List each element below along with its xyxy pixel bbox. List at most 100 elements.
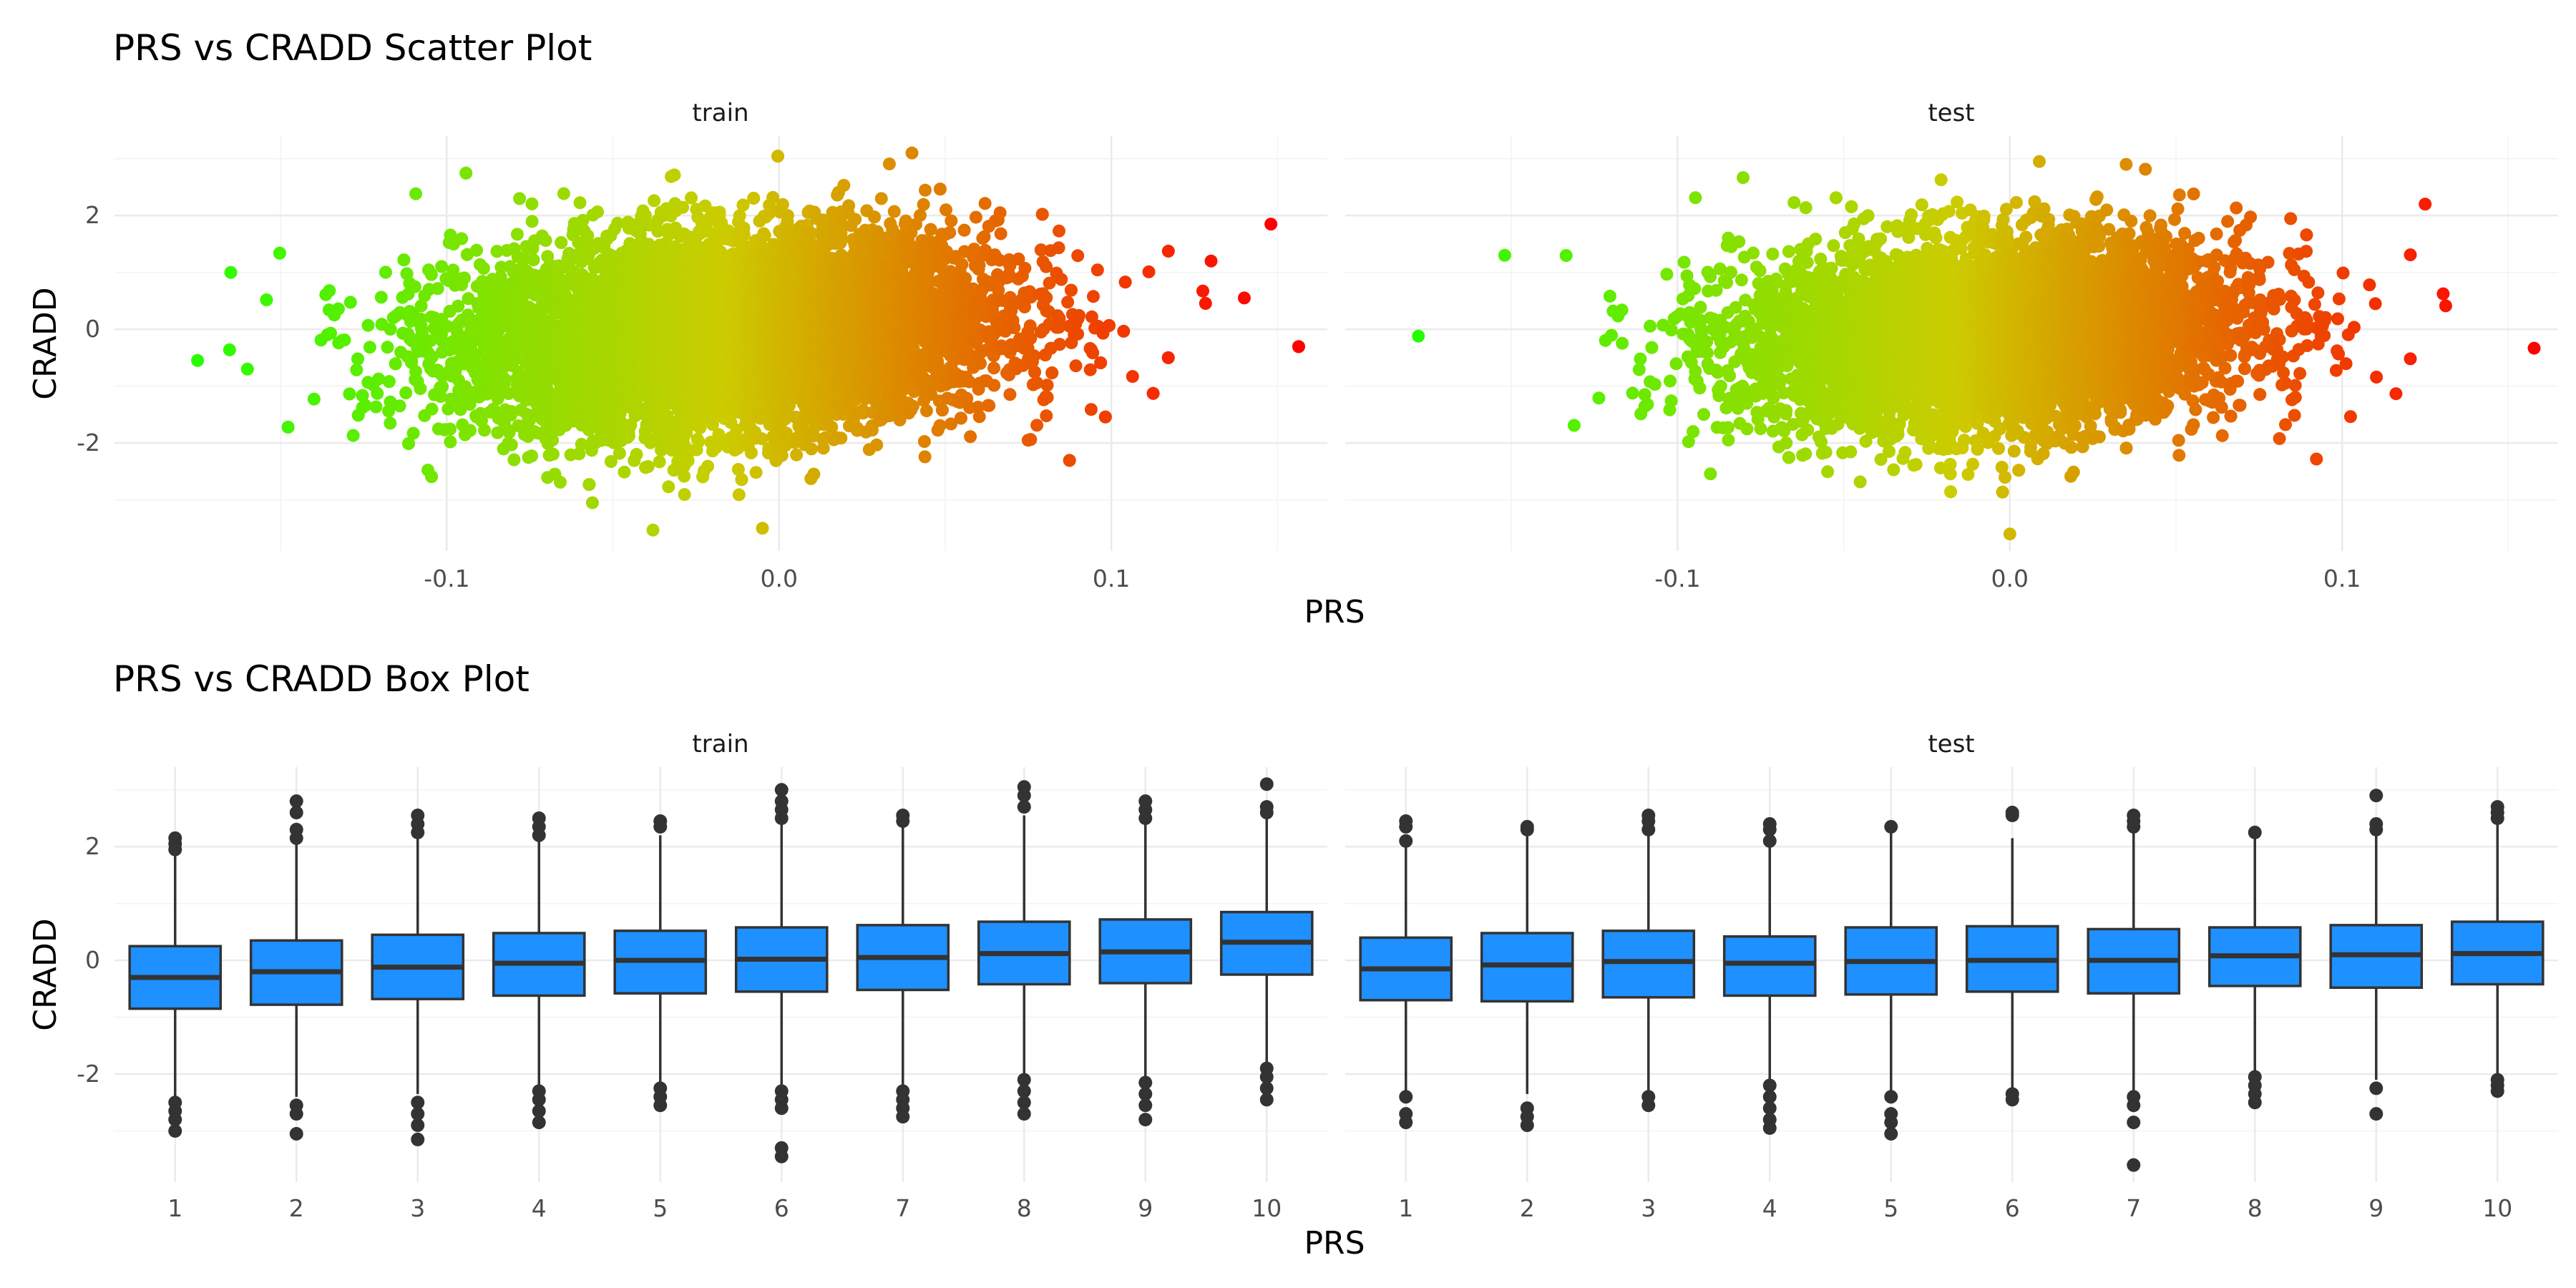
scatter-point <box>273 246 286 260</box>
scatter-point <box>369 400 383 414</box>
scatter-point <box>414 299 428 313</box>
scatter-point <box>414 382 427 396</box>
scatter-point <box>351 352 364 366</box>
scatter-point <box>653 455 666 469</box>
scatter-point <box>444 435 457 449</box>
scatter-point <box>358 399 372 412</box>
box-strip-train: train <box>692 730 748 758</box>
scatter-point <box>381 341 394 354</box>
scatter-point <box>618 465 631 479</box>
scatter-point <box>191 353 205 367</box>
scatter-point <box>384 323 397 336</box>
scatter-point <box>525 197 539 210</box>
scatter-point <box>678 488 691 502</box>
scatter-point <box>224 265 238 279</box>
scatter-point <box>613 447 626 460</box>
scatter-point <box>554 475 567 489</box>
scatter-title: PRS vs CRADD Scatter Plot <box>113 27 592 69</box>
scatter-point <box>363 341 376 354</box>
scatter-point <box>648 194 661 208</box>
scatter-point <box>435 260 449 273</box>
scatter-point <box>393 399 406 413</box>
scatter-point <box>372 372 386 386</box>
scatter-point <box>223 343 236 356</box>
scatter-point <box>324 326 338 340</box>
scatter-point <box>591 205 604 219</box>
scatter-point <box>581 229 595 243</box>
scatter-point <box>735 473 748 487</box>
scatter-point <box>490 245 504 258</box>
box-title: PRS vs CRADD Box Plot <box>113 658 530 700</box>
scatter-point <box>713 205 726 219</box>
scatter-point <box>507 453 521 467</box>
scatter-point <box>463 398 477 411</box>
scatter-point <box>441 320 454 333</box>
scatter-point <box>424 268 438 281</box>
scatter-point <box>343 296 357 309</box>
scatter-point <box>676 200 689 214</box>
scatter-point <box>477 262 490 275</box>
scatter-point <box>513 192 527 205</box>
scatter-point <box>455 232 469 245</box>
scatter-point <box>478 424 491 437</box>
scatter-point <box>573 196 587 210</box>
scatter-point <box>502 426 516 439</box>
scatter-point <box>504 438 518 452</box>
scatter-point <box>582 478 596 492</box>
scatter-point <box>307 392 321 406</box>
scatter-point <box>539 234 552 248</box>
scatter-point <box>389 357 402 371</box>
scatter-point <box>240 362 254 376</box>
scatter-point <box>399 386 413 399</box>
scatter-point <box>447 263 460 277</box>
scatter-point <box>736 198 750 212</box>
scatter-point <box>436 380 449 394</box>
scatter-point <box>382 375 396 389</box>
scatter-point <box>499 373 512 386</box>
scatter-point <box>425 470 439 483</box>
scatter-point <box>397 253 411 267</box>
scatter-point <box>444 422 457 436</box>
scatter-point <box>732 488 746 502</box>
scatter-panel-train <box>191 146 1305 537</box>
scatter-point <box>630 448 643 461</box>
scatter-point <box>452 299 465 313</box>
scatter-point <box>431 282 444 296</box>
scatter-point <box>406 426 420 440</box>
scatter-point <box>409 187 422 200</box>
scatter-point <box>343 387 356 401</box>
scatter-point <box>260 293 273 306</box>
scatter-point <box>459 166 473 180</box>
scatter-point <box>331 302 345 316</box>
scatter-point <box>457 271 471 285</box>
scatter-point <box>402 436 415 450</box>
scatter-point <box>527 253 540 267</box>
scatter-point <box>323 284 336 298</box>
scatter-point <box>555 236 568 249</box>
scatter-point <box>701 459 715 473</box>
scatter-point <box>434 390 447 404</box>
scatter-strip-test: test <box>1928 99 1974 127</box>
scatter-point <box>361 318 375 332</box>
scatter-point <box>662 480 675 494</box>
scatter-point <box>641 460 655 474</box>
scatter-point <box>678 469 691 483</box>
scatter-point <box>737 228 751 242</box>
scatter-point <box>525 449 538 463</box>
scatter-point <box>463 424 477 437</box>
scatter-point <box>470 243 483 257</box>
scatter-point <box>371 386 384 400</box>
scatter-point <box>384 416 397 430</box>
scatter-point <box>350 363 364 376</box>
scatter-point <box>374 291 388 304</box>
scatter-point <box>356 389 369 402</box>
scatter-point <box>409 365 422 379</box>
scatter-point <box>668 168 681 182</box>
scatter-point <box>281 420 295 434</box>
scatter-point <box>585 496 599 509</box>
scatter-point <box>557 187 570 200</box>
scatter-point <box>685 191 698 205</box>
scatter-point <box>408 280 421 293</box>
scatter-point <box>525 215 539 228</box>
